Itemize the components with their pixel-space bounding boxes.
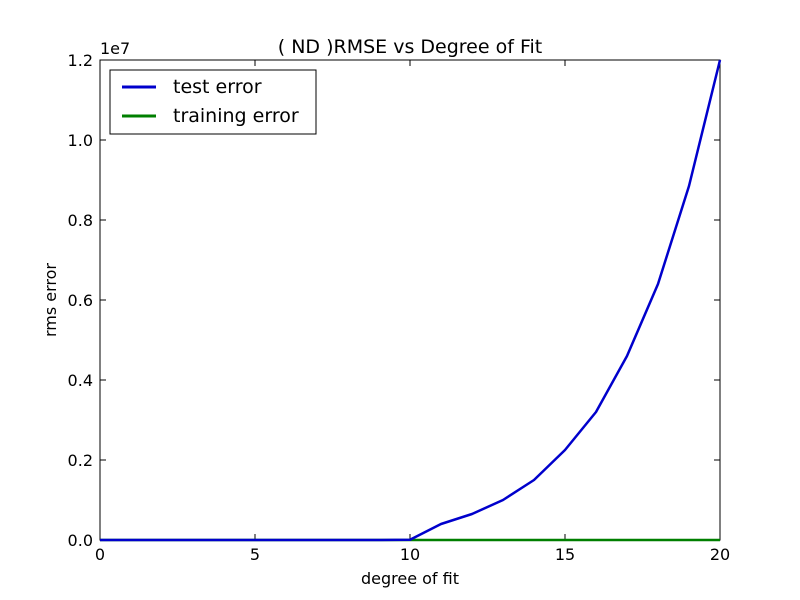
x-tick-label: 0: [95, 545, 105, 564]
y-tick-label: 0.8: [68, 211, 93, 230]
y-tick-label: 1.2: [68, 51, 93, 70]
y-tick-label: 0.6: [68, 291, 93, 310]
y-tick-label: 0.0: [68, 531, 93, 550]
y-tick-label: 0.2: [68, 451, 93, 470]
series-lines: [100, 59, 722, 542]
y-tick-label: 0.4: [68, 371, 93, 390]
y-tick-label: 1.0: [68, 131, 93, 150]
plot-frame: [99, 59, 721, 541]
legend-label-test-error: test error: [173, 76, 262, 98]
x-tick-label: 10: [400, 545, 420, 564]
x-tick-label: 15: [555, 545, 575, 564]
legend-label-training-error: training error: [173, 105, 299, 127]
series-line-test-error: [100, 59, 722, 542]
y-axis-label: rms error: [41, 263, 60, 337]
legend: test error training error: [109, 69, 317, 135]
x-tick-label: 5: [250, 545, 260, 564]
chart-title: ( ND )RMSE vs Degree of Fit: [278, 36, 542, 58]
legend-box: [109, 69, 317, 135]
plot-area: 0 5 10 15 20 0.0 0.2 0.4 0.6 0.8 1.0 1.2: [68, 51, 731, 564]
ticks: 0 5 10 15 20 0.0 0.2 0.4 0.6 0.8 1.0 1.2: [68, 51, 731, 564]
x-axis-label: degree of fit: [361, 569, 459, 588]
y-offset-label: 1e7: [100, 39, 130, 58]
x-tick-label: 20: [710, 545, 730, 564]
